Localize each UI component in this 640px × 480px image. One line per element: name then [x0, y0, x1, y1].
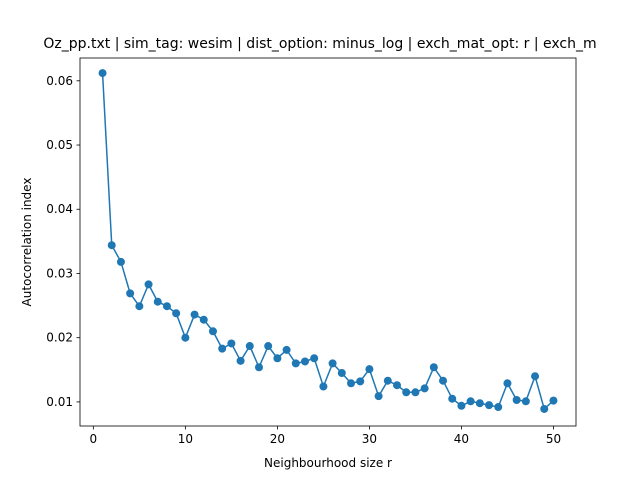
- data-point: [374, 392, 383, 401]
- data-point: [531, 372, 540, 381]
- data-point: [503, 379, 512, 388]
- data-point: [107, 241, 116, 250]
- data-point: [512, 395, 521, 404]
- data-point: [356, 377, 365, 386]
- data-point: [218, 344, 227, 353]
- data-point: [393, 381, 402, 390]
- x-tick-label: 0: [90, 432, 98, 446]
- data-point: [448, 394, 457, 403]
- data-point: [494, 403, 503, 412]
- data-point: [457, 401, 466, 410]
- data-point: [98, 69, 107, 78]
- x-tick-label: 30: [362, 432, 377, 446]
- data-point: [254, 363, 263, 372]
- data-point: [162, 302, 171, 311]
- data-point: [227, 339, 236, 348]
- y-axis-label: Autocorrelation index: [20, 178, 34, 307]
- data-point: [116, 257, 125, 266]
- data-point: [475, 399, 484, 408]
- data-point: [282, 345, 291, 354]
- data-point: [273, 354, 282, 363]
- y-tick-label: 0.02: [46, 331, 73, 345]
- y-tick-label: 0.04: [46, 202, 73, 216]
- data-point: [126, 289, 135, 298]
- data-point: [540, 404, 549, 413]
- data-point: [485, 401, 494, 410]
- data-point: [365, 365, 374, 374]
- data-point: [549, 396, 558, 405]
- y-axis: 0.01 0.02 0.03 0.04 0.05 0.06: [46, 74, 80, 409]
- data-point: [245, 342, 254, 351]
- data-point: [291, 359, 300, 368]
- x-tick-label: 50: [546, 432, 561, 446]
- chart-title: Oz_pp.txt | sim_tag: wesim | dist_option…: [43, 36, 596, 52]
- data-point: [429, 363, 438, 372]
- data-point: [347, 379, 356, 388]
- y-tick-label: 0.06: [46, 74, 73, 88]
- y-tick-label: 0.01: [46, 395, 73, 409]
- data-point: [411, 388, 420, 397]
- x-tick-label: 10: [178, 432, 193, 446]
- data-point: [172, 309, 181, 318]
- data-point: [310, 354, 319, 363]
- data-point: [236, 356, 245, 365]
- data-point: [337, 369, 346, 378]
- data-point: [521, 397, 530, 406]
- data-point: [420, 384, 429, 393]
- data-point: [328, 359, 337, 368]
- data-point: [466, 397, 475, 406]
- data-point: [383, 376, 392, 385]
- x-tick-label: 40: [454, 432, 469, 446]
- data-point: [300, 357, 309, 366]
- y-tick-label: 0.05: [46, 138, 73, 152]
- x-axis: 0 10 20 30 40 50: [90, 426, 561, 446]
- plot-area: [98, 69, 558, 413]
- data-point: [439, 376, 448, 385]
- data-point: [153, 297, 162, 306]
- data-point: [199, 315, 208, 324]
- data-point: [181, 333, 190, 342]
- data-point: [190, 310, 199, 319]
- data-point: [319, 382, 328, 391]
- data-point: [208, 327, 217, 336]
- data-point: [402, 388, 411, 397]
- data-point: [135, 302, 144, 311]
- axes-frame: [79, 57, 577, 427]
- data-point: [264, 342, 273, 351]
- data-point: [144, 280, 153, 289]
- y-tick-label: 0.03: [46, 266, 73, 280]
- x-axis-label: Neighbourhood size r: [264, 456, 392, 470]
- x-tick-label: 20: [270, 432, 285, 446]
